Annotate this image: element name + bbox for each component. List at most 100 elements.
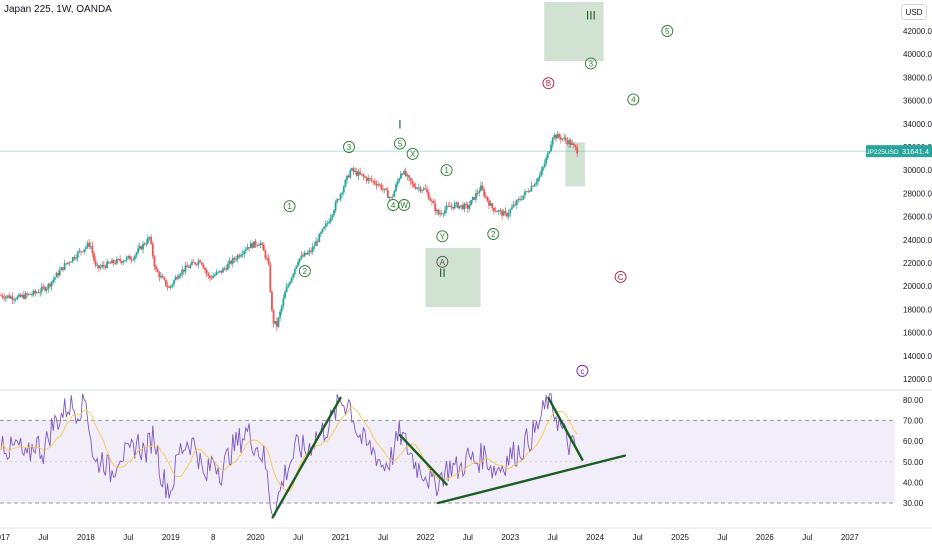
candle-body <box>230 260 233 264</box>
candle-body <box>414 186 417 189</box>
time-tick-label: Jul <box>632 533 642 542</box>
candle-body <box>383 188 386 190</box>
candle-body <box>337 199 340 201</box>
candle-body <box>360 174 363 175</box>
candle-body <box>455 202 458 204</box>
candle-body <box>515 200 518 205</box>
price-tick-label: 14000.0 <box>903 352 932 361</box>
candle-body <box>468 205 471 209</box>
zone-current <box>565 142 585 187</box>
candle-body <box>262 245 265 251</box>
candle-body <box>362 174 365 177</box>
wave-label-circle <box>576 364 589 377</box>
candle-body <box>519 199 521 200</box>
candle-body <box>470 200 472 206</box>
candle-body <box>551 137 554 145</box>
candle-body <box>122 261 125 263</box>
candle-body <box>178 275 180 279</box>
candle-body <box>506 212 508 217</box>
wave-label-circle <box>584 57 597 70</box>
candle-body <box>225 268 228 270</box>
candle-body <box>29 293 32 295</box>
candle-body <box>380 184 383 190</box>
candle-body <box>243 251 246 255</box>
candle-body <box>101 264 104 267</box>
time-tick-label: 2026 <box>756 533 774 542</box>
wave-label-circle <box>661 25 674 37</box>
candle-body <box>373 181 376 184</box>
candle-body <box>189 264 192 268</box>
candle-body <box>1 295 4 298</box>
candle-body <box>574 145 577 148</box>
candle-body <box>404 170 407 177</box>
candle-body <box>386 190 389 198</box>
wave-label-circle <box>614 270 627 283</box>
candle-body <box>96 265 99 267</box>
candle-body <box>396 181 399 185</box>
candle-body <box>375 183 378 186</box>
candle-body <box>240 255 242 257</box>
candle-body <box>398 178 401 182</box>
wave-label: 5 <box>665 27 670 36</box>
candle-body <box>507 213 510 217</box>
candle-body <box>24 293 27 299</box>
candle-body <box>550 144 552 152</box>
candle-body <box>318 233 321 243</box>
time-tick-label: 2025 <box>671 533 689 542</box>
candle-body <box>569 140 572 145</box>
candle-body <box>306 252 309 255</box>
candle-body <box>40 286 43 292</box>
candle-body <box>530 185 533 191</box>
candle-body <box>527 191 530 193</box>
rsi-tick-label: 50.00 <box>903 458 924 467</box>
candle-body <box>217 271 219 273</box>
candle-body <box>497 210 500 212</box>
wave-label-circle <box>440 164 453 177</box>
candle-body <box>512 204 515 208</box>
candle-body <box>31 294 33 296</box>
candle-body <box>231 258 234 264</box>
wave-label: 4 <box>391 201 396 210</box>
candle-body <box>303 252 306 257</box>
candle-body <box>541 167 544 171</box>
candle-body <box>471 197 474 201</box>
candle-body <box>215 272 218 275</box>
candle-body <box>62 267 64 270</box>
candle-body <box>417 187 420 189</box>
price-tick-label: 30000.0 <box>903 166 932 175</box>
rsi-trendline <box>271 396 342 519</box>
candle-body <box>499 210 502 212</box>
rsi-tick-label: 30.00 <box>903 499 924 508</box>
wave-label: X <box>410 150 416 159</box>
candle-body <box>535 182 538 185</box>
candle-body <box>520 199 523 201</box>
candle-body <box>125 257 128 261</box>
candle-body <box>295 265 298 269</box>
candle-body <box>573 143 575 146</box>
roman-wave-label: II <box>439 266 446 280</box>
candle-body <box>67 262 69 264</box>
candle-body <box>339 194 342 200</box>
candle-body <box>556 134 559 139</box>
candle-body <box>351 168 353 171</box>
candle-body <box>483 189 486 197</box>
candle-body <box>37 292 40 294</box>
time-tick-label: 2022 <box>416 533 434 542</box>
candle-body <box>462 204 464 210</box>
time-tick-label: Jul <box>38 533 48 542</box>
candle-body <box>473 197 476 200</box>
candle-body <box>27 293 30 295</box>
time-tick-label: 2021 <box>332 533 350 542</box>
candle-body <box>501 210 503 216</box>
candle-body <box>566 140 569 145</box>
candle-body <box>475 193 477 200</box>
candle-body <box>60 267 63 271</box>
candle-body <box>143 243 146 245</box>
candle-body <box>251 243 254 248</box>
rsi-tick-label: 70.00 <box>903 417 924 426</box>
currency-button[interactable]: USD <box>901 4 927 20</box>
candle-body <box>21 294 24 297</box>
candle-body <box>561 138 564 140</box>
candle-body <box>253 241 255 248</box>
candle-body <box>465 203 468 205</box>
